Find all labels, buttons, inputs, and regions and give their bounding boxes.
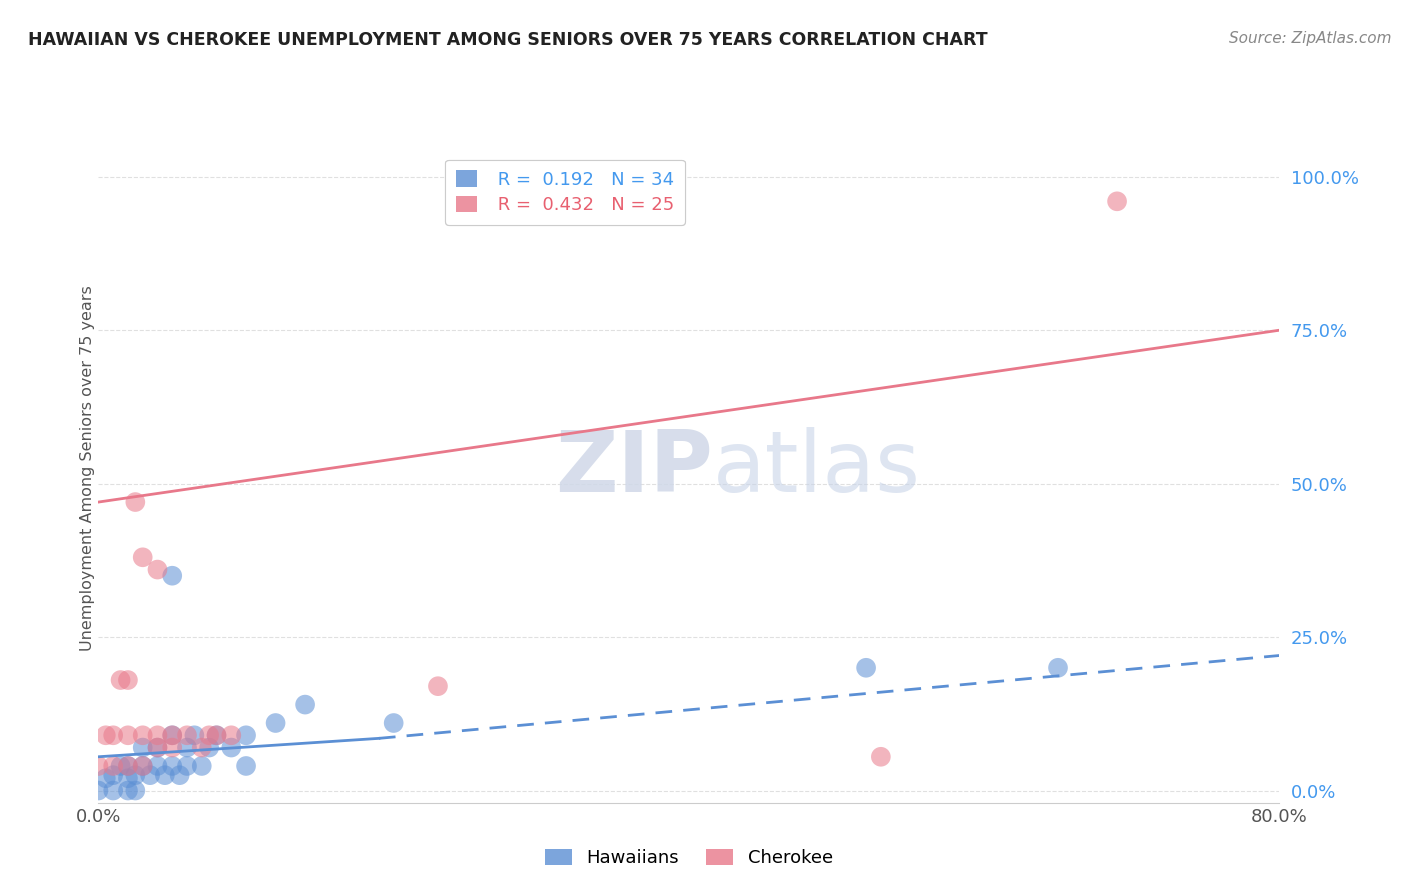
Point — [235, 759, 257, 773]
Point — [176, 728, 198, 742]
Point — [162, 740, 183, 755]
Text: ZIP: ZIP — [555, 426, 713, 510]
Point — [94, 728, 117, 742]
Point — [191, 759, 214, 773]
Point — [103, 759, 125, 773]
Point — [132, 728, 155, 742]
Point — [382, 716, 405, 731]
Point — [117, 673, 139, 687]
Point — [117, 783, 139, 797]
Point — [294, 698, 316, 712]
Point — [146, 563, 169, 577]
Point — [103, 728, 125, 742]
Point — [124, 783, 146, 797]
Point — [235, 728, 257, 742]
Point — [169, 768, 191, 782]
Point — [869, 749, 891, 764]
Point — [146, 740, 169, 755]
Text: Source: ZipAtlas.com: Source: ZipAtlas.com — [1229, 31, 1392, 46]
Text: atlas: atlas — [713, 426, 921, 510]
Point — [427, 679, 450, 693]
Point — [132, 740, 155, 755]
Point — [146, 759, 169, 773]
Point — [117, 771, 139, 785]
Point — [132, 759, 155, 773]
Point — [146, 728, 169, 742]
Point — [94, 771, 117, 785]
Point — [110, 673, 132, 687]
Point — [198, 740, 221, 755]
Point — [110, 759, 132, 773]
Point — [146, 740, 169, 755]
Point — [205, 728, 228, 742]
Point — [264, 716, 287, 731]
Point — [205, 728, 228, 742]
Point — [219, 728, 242, 742]
Point — [176, 759, 198, 773]
Point — [139, 768, 162, 782]
Point — [1046, 661, 1069, 675]
Point — [183, 728, 205, 742]
Point — [117, 759, 139, 773]
Point — [103, 768, 125, 782]
Point — [132, 550, 155, 565]
Point — [87, 783, 110, 797]
Legend: Hawaiians, Cherokee: Hawaiians, Cherokee — [537, 841, 841, 874]
Point — [124, 768, 146, 782]
Point — [162, 759, 183, 773]
Point — [117, 759, 139, 773]
Point — [176, 740, 198, 755]
Point — [124, 495, 146, 509]
Point — [855, 661, 877, 675]
Point — [117, 728, 139, 742]
Point — [132, 759, 155, 773]
Point — [162, 728, 183, 742]
Legend:  R =  0.192   N = 34,  R =  0.432   N = 25: R = 0.192 N = 34, R = 0.432 N = 25 — [444, 160, 685, 225]
Point — [153, 768, 176, 782]
Point — [219, 740, 242, 755]
Point — [162, 728, 183, 742]
Point — [87, 759, 110, 773]
Text: HAWAIIAN VS CHEROKEE UNEMPLOYMENT AMONG SENIORS OVER 75 YEARS CORRELATION CHART: HAWAIIAN VS CHEROKEE UNEMPLOYMENT AMONG … — [28, 31, 988, 49]
Point — [198, 728, 221, 742]
Y-axis label: Unemployment Among Seniors over 75 years: Unemployment Among Seniors over 75 years — [80, 285, 94, 651]
Point — [103, 783, 125, 797]
Point — [162, 568, 183, 582]
Point — [1105, 194, 1128, 209]
Point — [191, 740, 214, 755]
